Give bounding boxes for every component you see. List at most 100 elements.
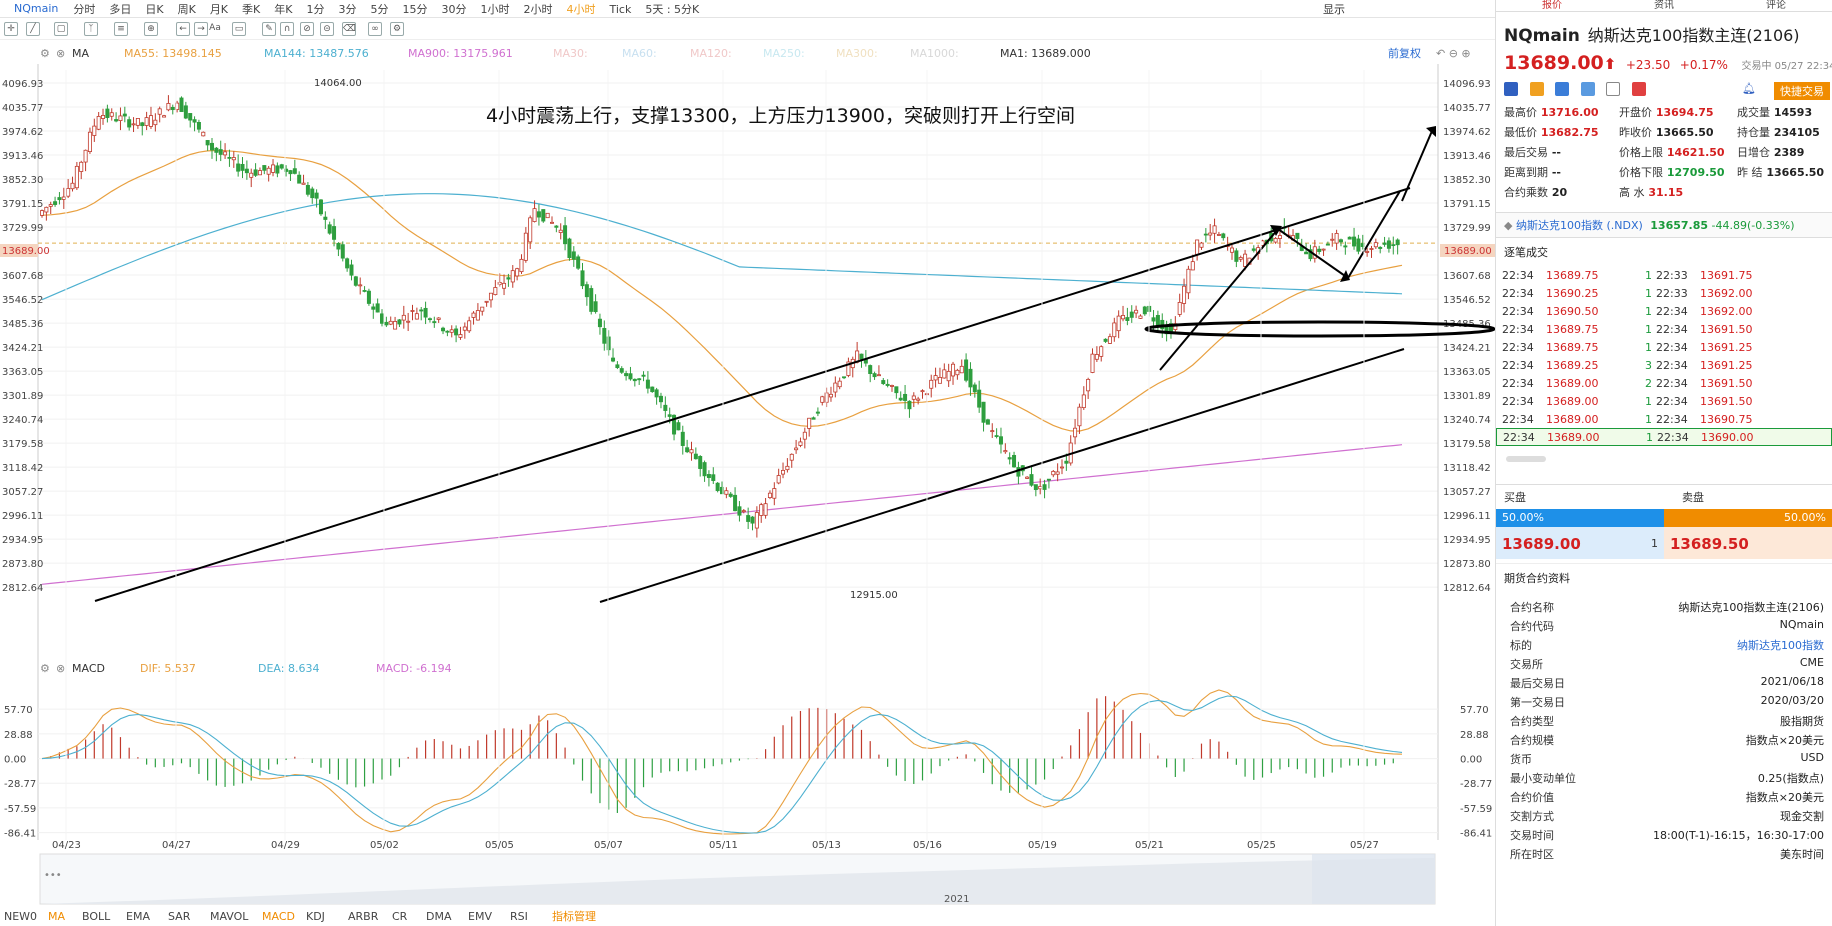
hide-icon[interactable]: ⊝ [320,22,334,36]
indicator-tab[interactable]: MAVOL [210,910,249,923]
period-tab[interactable]: 30分 [441,2,467,16]
close-icon[interactable]: ⊗ [56,47,65,60]
indicator-tab[interactable]: CR [392,910,408,923]
pencil-icon[interactable]: ✎ [262,22,276,36]
symbol-selector[interactable]: NQmain [14,2,59,15]
index-name[interactable]: 纳斯达克100指数 (.NDX) [1515,219,1643,232]
crosshair-icon[interactable]: ✛ [4,22,18,36]
navigator-handle-icon[interactable]: ••• [44,870,62,881]
macd-close-icon[interactable]: ⊗ [56,662,65,675]
chart-icon[interactable] [1555,82,1569,96]
underlying-index[interactable]: ◆ 纳斯达克100指数 (.NDX) 13657.85 -44.89(-0.33… [1496,212,1832,238]
text-tool-icon[interactable]: ≡ [114,22,128,36]
indicator-tab[interactable]: MA [48,910,65,923]
tick-row[interactable]: 22:34 13689.25 3 22:34 13691.25 [1496,356,1832,374]
period-tab[interactable]: 日K [145,2,164,16]
tick-list[interactable]: 22:34 13689.75 1 22:33 13691.75 22:34 13690.25… [1496,266,1832,446]
ask-row[interactable]: 13689.50 [1664,527,1832,559]
period-tab[interactable]: 月K [209,2,229,16]
undo-icon[interactable]: ← [176,22,190,36]
period-tab[interactable]: 5天 : 5分K [645,2,700,16]
candle-body [1060,466,1065,469]
lightning-icon[interactable] [1529,82,1544,96]
period-tab[interactable]: 1分 [306,2,325,16]
doc-icon[interactable] [1606,82,1620,96]
tick-row[interactable]: 22:34 13689.75 1 22:34 13691.50 [1496,320,1832,338]
tick-row[interactable]: 22:34 13690.25 1 22:33 13692.00 [1496,284,1832,302]
quick-trade-button[interactable]: 快捷交易 [1774,82,1830,100]
bid-price[interactable]: 13689.00 [1502,535,1581,553]
magnet-icon[interactable]: ∩ [280,22,294,36]
indicator-tab[interactable]: MACD [262,910,295,923]
lock-icon[interactable]: ⊘ [300,22,314,36]
bell-icon[interactable]: 🔔︎ [1742,82,1756,95]
period-tab[interactable]: 2小时 [523,2,553,16]
period-tab[interactable]: 1小时 [480,2,510,16]
trash-icon[interactable]: ⌫ [342,22,356,36]
macd-settings-icon[interactable]: ⚙ [40,662,50,675]
tick-row[interactable]: 22:34 13689.00 1 22:34 13691.50 [1496,392,1832,410]
shape-tool-icon[interactable]: ▢ [54,22,68,36]
indicator-tab[interactable]: 指标管理 [552,909,596,923]
tab-news[interactable]: 资讯 [1654,0,1674,11]
price-tick-label-left: 3974.62 [2,127,43,138]
tick-row[interactable]: 22:34 13689.00 1 22:34 13690.75 [1496,410,1832,428]
kline-chart[interactable]: 14096.93 4096.93 14035.77 4035.77 13974.62 39… [0,40,1496,926]
tick-row[interactable]: 22:34 13689.75 1 22:34 13691.25 [1496,338,1832,356]
candle-body [593,301,598,313]
comment-icon[interactable]: ▭ [232,22,246,36]
period-tab[interactable]: 5分 [370,2,389,16]
indicator-tab[interactable]: DMA [426,910,452,923]
candle-body [471,312,476,318]
period-tab[interactable]: Tick [609,2,632,16]
tick-scrollbar[interactable] [1506,456,1546,462]
ask-price[interactable]: 13689.50 [1670,535,1749,553]
main-indicator-label[interactable]: MA [72,47,89,60]
macd-indicator-label[interactable]: MACD [72,662,105,675]
adjust-toggle[interactable]: 前复权 [1388,46,1421,60]
price-tick-label-left: 3485.36 [2,319,43,330]
heart-icon[interactable] [1631,82,1646,96]
tick-row[interactable]: 22:34 13689.00 1 22:34 13690.00 [1496,428,1832,446]
settings-icon[interactable]: ⚙ [40,47,50,60]
indicator-tab[interactable]: EMA [126,910,150,923]
navigator-window[interactable] [1312,854,1435,904]
link-icon[interactable]: ∞ [368,22,382,36]
info-value[interactable]: 纳斯达克100指数 [1737,639,1824,652]
period-tab[interactable]: 多日 [109,2,132,16]
tick-row[interactable]: 22:34 13689.75 1 22:33 13691.75 [1496,266,1832,284]
indicator-tab[interactable]: EMV [468,910,492,923]
expand-icon[interactable]: ◆ [1504,219,1513,232]
period-tab[interactable]: 季K [242,2,261,16]
period-tab[interactable]: 3分 [338,2,357,16]
font-icon[interactable]: Aa [209,23,221,33]
indicator-tab[interactable]: BOLL [82,910,111,923]
fib-tool-icon[interactable]: ᛉ [84,22,98,36]
period-tab[interactable]: 年K [274,2,293,16]
indicator-tab[interactable]: RSI [510,910,528,923]
period-tab[interactable]: 15分 [402,2,428,16]
line-tool-icon[interactable]: ╱ [26,22,40,36]
tick-row[interactable]: 22:34 13690.50 1 22:34 13692.00 [1496,302,1832,320]
tab-quote[interactable]: 报价 [1542,0,1562,11]
indicator-tab[interactable]: NEW0 [4,910,37,923]
redo-icon[interactable]: → [194,22,208,36]
period-tab[interactable]: 周K [177,2,196,16]
indicator-tab[interactable]: ARBR [348,910,379,923]
stat-item: 最低价 13682.75 [1504,124,1619,140]
ma900-label: MA900: 13175.961 [408,47,513,60]
settings-icon[interactable]: ⚙ [390,22,404,36]
measure-tool-icon[interactable]: ⊕ [144,22,158,36]
indicator-tab[interactable]: SAR [168,910,191,923]
indicator-tab[interactable]: KDJ [306,910,325,923]
display-menu[interactable]: 显示 [1323,2,1345,16]
candle-body [781,469,786,475]
period-tab[interactable]: 分时 [73,2,96,16]
flag-icon[interactable] [1504,82,1518,96]
tab-comments[interactable]: 评论 [1766,0,1786,11]
window-controls-icon[interactable]: ↶ ⊖ ⊕ [1436,47,1471,60]
tick-row[interactable]: 22:34 13689.00 2 22:34 13691.50 [1496,374,1832,392]
period-tab[interactable]: 4小时 [566,2,596,16]
bid-row[interactable]: 13689.00 1 [1496,527,1664,559]
tag-icon[interactable] [1580,82,1595,96]
